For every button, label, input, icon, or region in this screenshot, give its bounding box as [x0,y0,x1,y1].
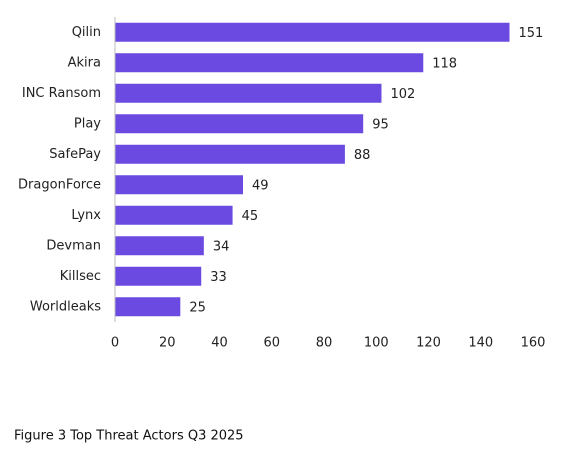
y-tick-label: Worldleaks [30,299,101,314]
y-tick-label: Devman [46,238,101,253]
bar [115,83,382,103]
bar [115,205,233,225]
data-label: 25 [189,300,206,315]
x-tick-label: 160 [521,336,546,351]
data-label: 33 [210,270,227,285]
bar [115,236,204,256]
x-tick-label: 140 [468,336,493,351]
y-tick-label: SafePay [49,147,101,162]
bar [115,266,202,286]
y-tick-label: Akira [68,55,101,70]
data-label: 151 [518,26,543,41]
data-label: 118 [432,56,457,71]
x-tick-label: 100 [364,336,389,351]
bar [115,114,364,134]
bar [115,175,244,195]
x-tick-label: 60 [263,336,280,351]
bar [115,144,345,164]
y-tick-label: Play [74,116,101,131]
bar [115,22,510,42]
x-tick-label: 80 [316,336,333,351]
bar [115,53,424,73]
bar [115,297,181,317]
data-label: 95 [372,117,389,132]
data-label: 88 [354,148,371,163]
data-label: 45 [242,209,259,224]
data-label: 102 [390,87,415,102]
y-tick-label: Lynx [71,208,101,223]
data-label: 49 [252,178,269,193]
caption: Figure 3 Top Threat Actors Q3 2025 [14,429,244,444]
y-tick-label: INC Ransom [22,86,101,101]
x-tick-label: 40 [211,336,228,351]
y-tick-label: Killsec [60,269,101,284]
x-tick-label: 120 [416,336,441,351]
data-label: 34 [213,239,230,254]
x-tick-label: 0 [111,336,119,351]
x-tick-label: 20 [159,336,176,351]
y-tick-label: Qilin [72,25,101,40]
y-tick-label: DragonForce [18,177,101,192]
